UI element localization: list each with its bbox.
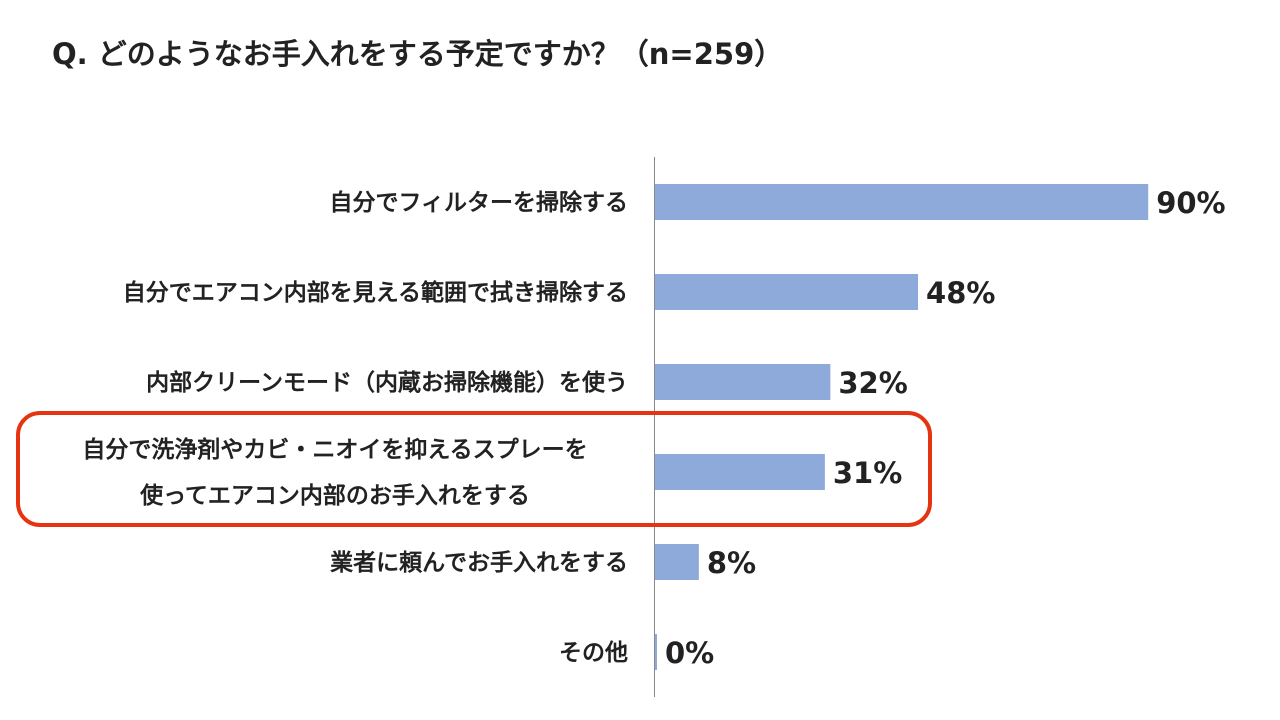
bar xyxy=(655,544,699,580)
bar xyxy=(655,184,1149,220)
value-label: 0% xyxy=(665,636,714,670)
bar xyxy=(655,364,831,400)
highlight-box xyxy=(16,411,932,527)
category-label: 自分でフィルターを掃除する xyxy=(329,189,628,216)
bars-layer xyxy=(655,184,1149,670)
category-label: 内部クリーンモード（内蔵お掃除機能）を使う xyxy=(146,369,628,396)
chart-title: Q. どのようなお手入れをする予定ですか？（n=259） xyxy=(52,37,783,71)
category-label: その他 xyxy=(559,640,628,666)
bar xyxy=(655,274,919,310)
value-label: 32% xyxy=(838,366,907,400)
category-label: 自分で洗浄剤やカビ・ニオイを抑えるスプレーを使ってエアコン内部のお手入れをする xyxy=(82,436,587,509)
value-label: 8% xyxy=(707,546,756,580)
category-label: 業者に頼んでお手入れをする xyxy=(329,549,628,576)
bar xyxy=(655,634,657,670)
category-labels: 自分でフィルターを掃除する自分でエアコン内部を見える範囲で拭き掃除する内部クリー… xyxy=(82,189,628,666)
value-label: 31% xyxy=(833,456,902,490)
value-label: 48% xyxy=(926,276,995,310)
value-label: 90% xyxy=(1156,186,1225,220)
value-labels: 90% 48% 32% 31% 8% 0% xyxy=(665,186,1226,670)
bar xyxy=(655,454,825,490)
category-label: 自分でエアコン内部を見える範囲で拭き掃除する xyxy=(123,279,628,306)
